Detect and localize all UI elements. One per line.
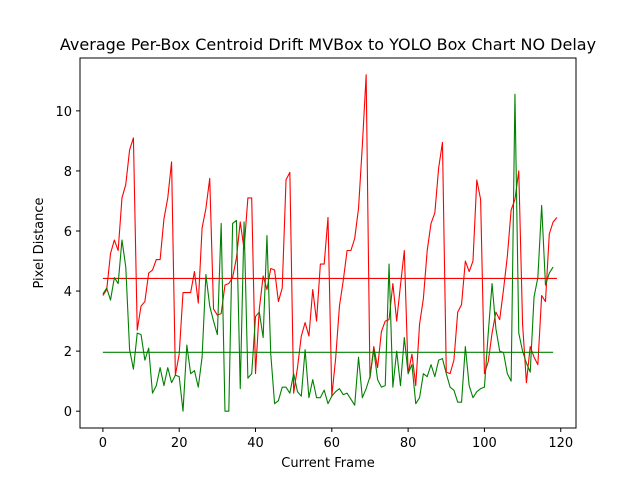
series-line-1: [102, 74, 558, 397]
plot-frame: [79, 57, 577, 429]
y-tick-label: 2: [64, 345, 72, 360]
y-tick-label: 4: [64, 285, 72, 300]
y-axis-title: Pixel Distance: [32, 197, 47, 288]
x-tick-label: 120: [548, 436, 573, 451]
axis-ticks: 0 20 40 60 80 100 120 0 2 4 6 8 10: [55, 105, 573, 451]
y-tick-label: 6: [64, 225, 72, 240]
y-tick-label: 10: [55, 105, 72, 120]
series-line-2: [102, 93, 554, 412]
y-tick-label: 0: [64, 405, 72, 420]
x-tick-label: 40: [247, 436, 264, 451]
x-axis-title: Current Frame: [281, 456, 374, 471]
x-tick-label: 100: [472, 436, 497, 451]
plot-layer: [102, 74, 558, 412]
y-tick-label: 8: [64, 165, 72, 180]
chart-title: Average Per-Box Centroid Drift MVBox to …: [60, 35, 596, 54]
x-tick-label: 20: [171, 436, 188, 451]
x-tick-label: 80: [400, 436, 417, 451]
x-tick-label: 0: [99, 436, 107, 451]
x-tick-label: 60: [324, 436, 341, 451]
